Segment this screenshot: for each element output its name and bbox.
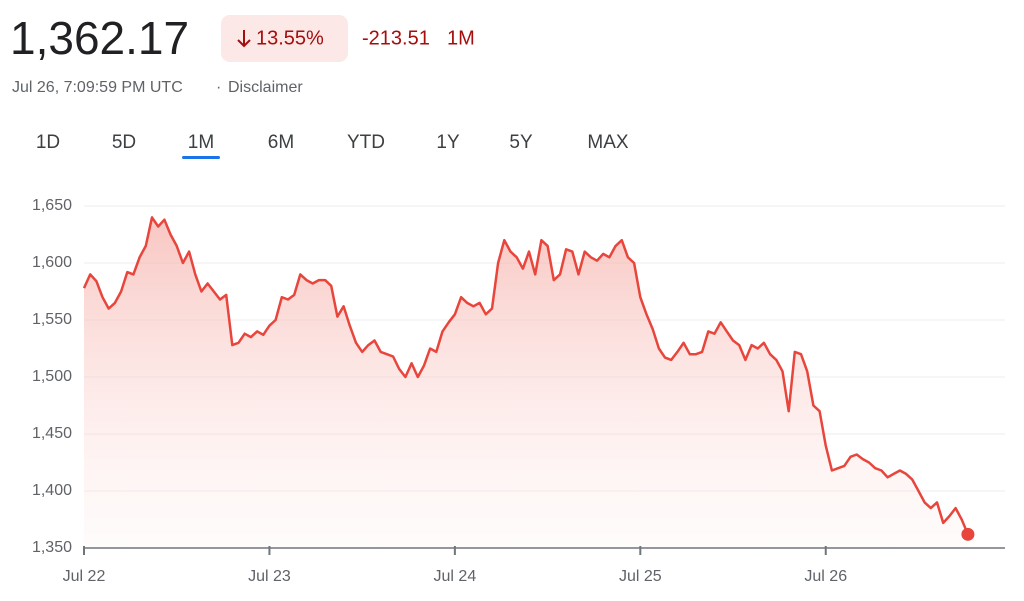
separator: · (216, 79, 221, 96)
disclaimer-link[interactable]: Disclaimer (228, 79, 303, 96)
timestamp: Jul 26, 7:09:59 PM UTC (12, 79, 183, 96)
x-tick-label: Jul 26 (804, 568, 847, 585)
range-tab[interactable]: YTD (347, 132, 385, 153)
range-tabs: 1D 5D 1M 6M YTD 1Y 5Y MAX (36, 132, 629, 159)
change-badge (221, 15, 348, 62)
period: 1M (447, 27, 475, 49)
range-tab[interactable]: 6M (268, 132, 294, 153)
y-tick-label: 1,350 (32, 539, 72, 556)
range-tab[interactable]: 1Y (436, 132, 460, 153)
x-tick-label: Jul 25 (619, 568, 662, 585)
y-tick-label: 1,400 (32, 482, 72, 499)
active-tab-indicator (182, 156, 220, 159)
y-tick-label: 1,450 (32, 425, 72, 442)
range-tab[interactable]: MAX (587, 132, 629, 153)
y-tick-label: 1,650 (32, 197, 72, 214)
range-tab[interactable]: 5D (112, 132, 136, 153)
price: 1,362.17 (10, 12, 189, 64)
range-tab[interactable]: 1D (36, 132, 60, 153)
y-tick-label: 1,500 (32, 368, 72, 385)
x-tick-label: Jul 23 (248, 568, 291, 585)
y-tick-label: 1,600 (32, 254, 72, 271)
x-tick-label: Jul 22 (63, 568, 106, 585)
down-arrow (237, 30, 251, 48)
last-point (961, 527, 975, 541)
range-tab[interactable]: 5Y (509, 132, 533, 153)
area-fill (84, 217, 968, 548)
change-percent: 13.55% (256, 27, 324, 49)
x-tick-label: Jul 24 (434, 568, 477, 585)
change: -213.51 (362, 27, 430, 49)
y-tick-label: 1,550 (32, 311, 72, 328)
plot: 1,350 1,400 1,450 1,500 1,550 1,600 1,650 Jul 2… (32, 197, 1005, 585)
price-line (82, 216, 970, 535)
range-tab[interactable]: 1M (188, 132, 214, 153)
